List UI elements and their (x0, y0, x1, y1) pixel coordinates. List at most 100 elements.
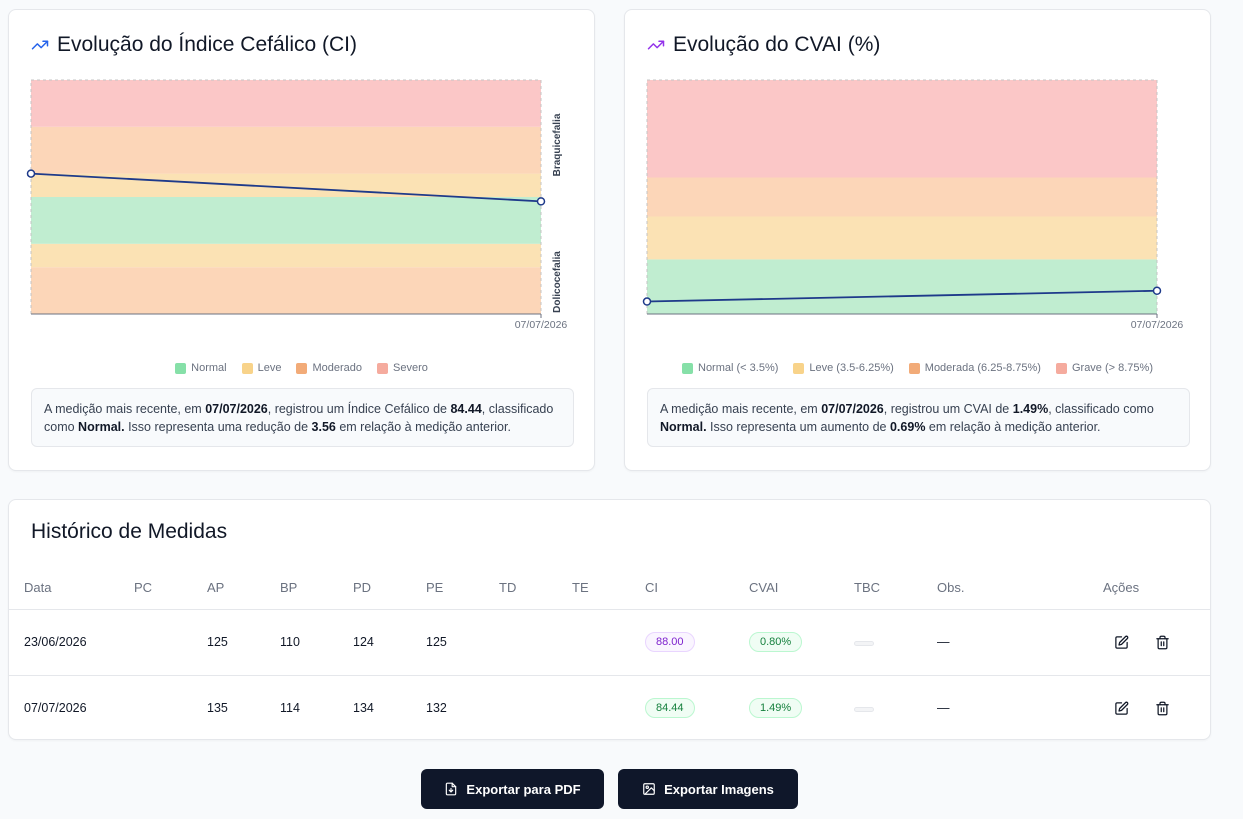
data-point (1152, 286, 1162, 296)
export-pdf-label: Exportar para PDF (466, 781, 581, 797)
cell-pc (134, 675, 207, 741)
export-images-label: Exportar Imagens (664, 781, 774, 797)
edit-icon[interactable] (1113, 634, 1129, 650)
cell-actions (1103, 675, 1210, 741)
col-header-ci: CI (645, 566, 749, 610)
cvai-badge: 0.80% (749, 632, 803, 652)
summary-text: em relação à medição anterior. (925, 420, 1101, 434)
series-line (30, 172, 542, 203)
cell-ci: 84.44 (645, 675, 749, 741)
cell-ap: 135 (207, 701, 228, 716)
export-images-button[interactable]: Exportar Imagens (618, 769, 798, 809)
summary-text: , classificado como (44, 402, 554, 434)
ci-chart-card: Evolução do Índice Cefálico (CI) 07/07/2… (8, 9, 595, 471)
cell-pc (134, 609, 207, 676)
col-header-cvai: CVAI (749, 566, 854, 610)
legend-item: Moderada (6.25-8.75%) (908, 360, 1041, 376)
cell-pd: 134 (353, 701, 374, 716)
legend-swatch (682, 362, 693, 374)
ci-title-text: Evolução do Índice Cefálico (CI) (57, 33, 357, 56)
ci-legend: Normal Leve Moderado Severo (9, 360, 594, 376)
trending-up-icon (647, 40, 665, 50)
summary-text: A medição mais recente, em (660, 402, 822, 416)
legend-label: Normal (< 3.5%) (698, 362, 779, 374)
legend-item: Moderado (296, 360, 362, 376)
cell-date: 07/07/2026 (24, 701, 87, 716)
summary-value: 1.49% (1012, 402, 1049, 416)
legend-swatch (296, 362, 308, 374)
cvai-chart-card: Evolução do CVAI (%) 07/07/2026 Normal (… (624, 9, 1211, 471)
legend-label: Leve (257, 362, 282, 374)
history-table: Data PC AP BP PD PE TD TE CI CVAI TBC Ob… (9, 566, 1210, 741)
col-header-pe: PE (426, 566, 499, 610)
cell-te (572, 675, 645, 741)
export-pdf-button[interactable]: Exportar para PDF (421, 769, 604, 809)
col-header-obs: Obs. (937, 566, 1103, 610)
history-card: Histórico de Medidas Data PC AP BP PD PE… (8, 499, 1211, 740)
cvai-title-text: Evolução do CVAI (%) (673, 33, 881, 56)
cell-td (499, 609, 572, 676)
cell-te (572, 609, 645, 676)
cell-ci: 88.00 (645, 609, 749, 676)
legend-swatch (377, 362, 388, 374)
cvai-card-title: Evolução do CVAI (%) (647, 32, 880, 58)
summary-text: , classificado como (1048, 402, 1154, 416)
data-point (536, 197, 546, 206)
summary-text: , registrou um CVAI de (883, 402, 1013, 416)
legend-swatch (175, 362, 187, 374)
ci-badge: 88.00 (645, 632, 695, 652)
table-header-row: Data PC AP BP PD PE TD TE CI CVAI TBC Ob… (9, 566, 1210, 610)
summary-delta: 0.69% (889, 420, 926, 434)
file-download-icon (446, 782, 457, 796)
image-download-icon (643, 783, 655, 795)
cell-obs: — (937, 609, 1103, 676)
legend-label: Moderado (312, 362, 362, 374)
legend-item: Leve (3.5-6.25%) (793, 360, 894, 376)
cvai-summary: A medição mais recente, em 07/07/2026, r… (647, 388, 1190, 447)
cell-tbc (854, 609, 937, 676)
col-header-tbc: TBC (854, 566, 937, 610)
reference-band (647, 177, 1157, 217)
reference-band (31, 267, 541, 314)
cvai-chart-svg: 07/07/2026 (642, 79, 1183, 331)
legend-item: Severo (377, 360, 428, 376)
col-header-acoes: Ações (1103, 566, 1210, 610)
legend-label: Grave (> 8.75%) (1071, 362, 1153, 374)
summary-text: Isso representa uma redução de (124, 420, 312, 434)
edit-icon[interactable] (1113, 700, 1129, 716)
legend-label: Moderada (6.25-8.75%) (924, 362, 1041, 374)
x-tick-label: 07/07/2026 (515, 319, 568, 331)
tbc-empty-badge (854, 641, 874, 646)
summary-classification: Normal. (78, 420, 125, 434)
col-header-pd: PD (353, 566, 426, 610)
summary-value: 84.44 (450, 402, 482, 416)
trash-icon[interactable] (1154, 700, 1170, 716)
summary-text: Isso representa um aumento de (706, 420, 890, 434)
cell-pe: 125 (426, 609, 499, 676)
summary-text: em relação à medição anterior. (335, 420, 511, 434)
reference-band (31, 80, 541, 127)
data-point (26, 169, 36, 178)
cell-obs: — (937, 701, 950, 716)
cvai-badge: 1.49% (749, 698, 803, 719)
col-header-te: TE (572, 566, 645, 610)
ci-chart-svg: 07/07/2026 Braquicefalia Dolicocefalia (26, 79, 568, 331)
summary-date: 07/07/2026 (821, 402, 884, 416)
summary-text: , registrou um Índice Cefálico de (267, 402, 451, 416)
ci-summary: A medição mais recente, em 07/07/2026, r… (31, 388, 574, 447)
cell-bp: 110 (280, 609, 353, 676)
trash-icon[interactable] (1154, 634, 1170, 650)
col-header-bp: BP (280, 566, 353, 610)
reference-band (647, 259, 1157, 314)
cell-cvai: 1.49% (749, 675, 854, 741)
cell-td (499, 675, 572, 741)
history-title: Histórico de Medidas (31, 520, 228, 543)
summary-text: A medição mais recente, em (44, 402, 206, 416)
cell-ap: 125 (207, 609, 280, 676)
cell-actions (1103, 609, 1210, 676)
reference-band (31, 197, 541, 244)
legend-item: Leve (241, 360, 282, 376)
tbc-empty-badge (854, 707, 874, 713)
cell-pe: 132 (426, 701, 447, 716)
dolicocefalia-label: Dolicocefalia (552, 251, 563, 313)
